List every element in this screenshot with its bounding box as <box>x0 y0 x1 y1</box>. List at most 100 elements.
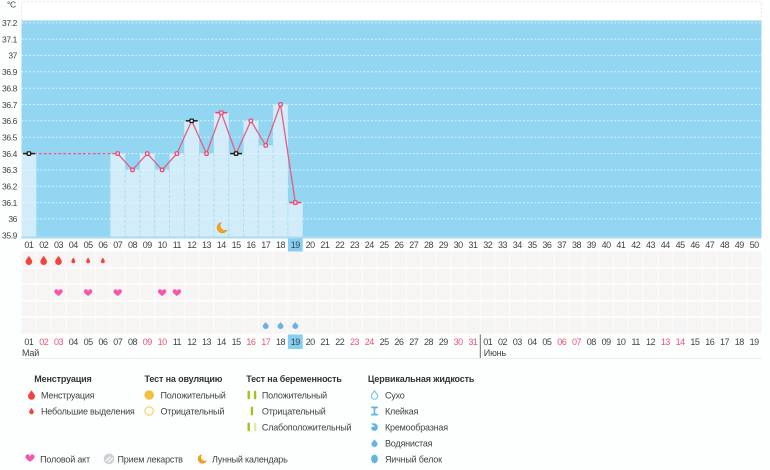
svg-text:24: 24 <box>365 240 375 250</box>
svg-text:°C: °C <box>7 0 16 10</box>
svg-text:Тест на овуляцию: Тест на овуляцию <box>145 374 223 384</box>
svg-text:07: 07 <box>572 337 582 347</box>
svg-text:40: 40 <box>602 240 612 250</box>
svg-text:23: 23 <box>350 337 360 347</box>
svg-text:20: 20 <box>306 337 316 347</box>
svg-text:23: 23 <box>350 240 360 250</box>
svg-text:17: 17 <box>261 240 271 250</box>
svg-text:15: 15 <box>690 337 700 347</box>
svg-text:Тест на беременность: Тест на беременность <box>246 374 342 384</box>
svg-text:Клейкая: Клейкая <box>385 406 418 416</box>
svg-text:14: 14 <box>217 240 227 250</box>
svg-text:Сухо: Сухо <box>385 390 405 400</box>
svg-text:Половой акт: Половой акт <box>40 454 90 464</box>
svg-text:06: 06 <box>98 337 108 347</box>
svg-text:09: 09 <box>143 337 153 347</box>
svg-text:14: 14 <box>676 337 686 347</box>
svg-text:16: 16 <box>705 337 715 347</box>
svg-text:Отрицательный: Отрицательный <box>262 406 326 416</box>
svg-text:Менструация: Менструация <box>41 390 95 400</box>
svg-text:Июнь: Июнь <box>484 348 507 358</box>
svg-text:36.6: 36.6 <box>2 116 18 126</box>
svg-text:17: 17 <box>261 337 271 347</box>
svg-text:42: 42 <box>631 240 641 250</box>
svg-text:33: 33 <box>498 240 508 250</box>
svg-text:45: 45 <box>676 240 686 250</box>
svg-text:04: 04 <box>69 240 79 250</box>
svg-text:22: 22 <box>335 337 345 347</box>
svg-text:31: 31 <box>468 240 478 250</box>
svg-text:12: 12 <box>187 240 197 250</box>
svg-text:04: 04 <box>528 337 538 347</box>
svg-text:28: 28 <box>424 240 434 250</box>
svg-text:48: 48 <box>720 240 730 250</box>
svg-text:37: 37 <box>557 240 567 250</box>
svg-text:07: 07 <box>113 240 123 250</box>
svg-text:10: 10 <box>158 240 168 250</box>
svg-text:Небольшие выделения: Небольшие выделения <box>41 406 135 416</box>
svg-text:36: 36 <box>8 214 17 224</box>
svg-text:46: 46 <box>690 240 700 250</box>
svg-text:43: 43 <box>646 240 656 250</box>
svg-text:18: 18 <box>276 240 286 250</box>
svg-text:Кремообразная: Кремообразная <box>385 422 448 432</box>
svg-text:30: 30 <box>454 337 464 347</box>
svg-text:09: 09 <box>143 240 153 250</box>
svg-text:08: 08 <box>128 240 138 250</box>
svg-text:05: 05 <box>84 337 94 347</box>
svg-text:17: 17 <box>720 337 730 347</box>
svg-text:44: 44 <box>661 240 671 250</box>
svg-text:Цервикальная жидкость: Цервикальная жидкость <box>368 374 475 384</box>
svg-text:26: 26 <box>394 337 404 347</box>
svg-text:20: 20 <box>306 240 316 250</box>
svg-text:29: 29 <box>439 240 449 250</box>
svg-text:50: 50 <box>750 240 760 250</box>
svg-text:15: 15 <box>232 240 242 250</box>
svg-text:37.1: 37.1 <box>2 34 18 44</box>
svg-text:Отрицательный: Отрицательный <box>161 406 225 416</box>
svg-text:01: 01 <box>24 337 34 347</box>
svg-text:13: 13 <box>202 240 212 250</box>
svg-text:11: 11 <box>173 240 182 250</box>
svg-text:Менструация: Менструация <box>34 374 91 384</box>
svg-text:36.8: 36.8 <box>2 84 18 94</box>
svg-text:05: 05 <box>542 337 552 347</box>
svg-text:37: 37 <box>8 51 17 61</box>
svg-text:Прием лекарств: Прием лекарств <box>118 454 184 464</box>
svg-text:21: 21 <box>320 240 330 250</box>
svg-text:05: 05 <box>84 240 94 250</box>
svg-text:41: 41 <box>616 240 626 250</box>
svg-text:36.1: 36.1 <box>2 198 18 208</box>
svg-text:06: 06 <box>557 337 567 347</box>
svg-text:08: 08 <box>587 337 597 347</box>
svg-text:02: 02 <box>39 337 49 347</box>
svg-text:Яичный белок: Яичный белок <box>385 454 442 464</box>
svg-text:36: 36 <box>542 240 552 250</box>
svg-text:01: 01 <box>483 337 493 347</box>
svg-text:22: 22 <box>335 240 345 250</box>
svg-text:11: 11 <box>173 337 182 347</box>
svg-text:03: 03 <box>54 337 64 347</box>
svg-text:Положительный: Положительный <box>161 390 226 400</box>
svg-text:26: 26 <box>394 240 404 250</box>
svg-text:Положительный: Положительный <box>262 390 327 400</box>
svg-text:36.9: 36.9 <box>2 67 18 77</box>
svg-text:02: 02 <box>39 240 49 250</box>
svg-text:03: 03 <box>513 337 523 347</box>
svg-text:30: 30 <box>454 240 464 250</box>
svg-text:25: 25 <box>380 240 390 250</box>
svg-text:04: 04 <box>69 337 79 347</box>
svg-text:08: 08 <box>128 337 138 347</box>
svg-text:01: 01 <box>24 240 34 250</box>
svg-text:35.9: 35.9 <box>2 231 18 241</box>
svg-text:12: 12 <box>646 337 656 347</box>
svg-text:10: 10 <box>616 337 626 347</box>
svg-text:12: 12 <box>187 337 197 347</box>
svg-text:29: 29 <box>439 337 449 347</box>
svg-text:15: 15 <box>232 337 242 347</box>
svg-text:21: 21 <box>320 337 330 347</box>
svg-text:07: 07 <box>113 337 123 347</box>
svg-text:03: 03 <box>54 240 64 250</box>
svg-text:16: 16 <box>246 240 256 250</box>
svg-text:31: 31 <box>468 337 478 347</box>
